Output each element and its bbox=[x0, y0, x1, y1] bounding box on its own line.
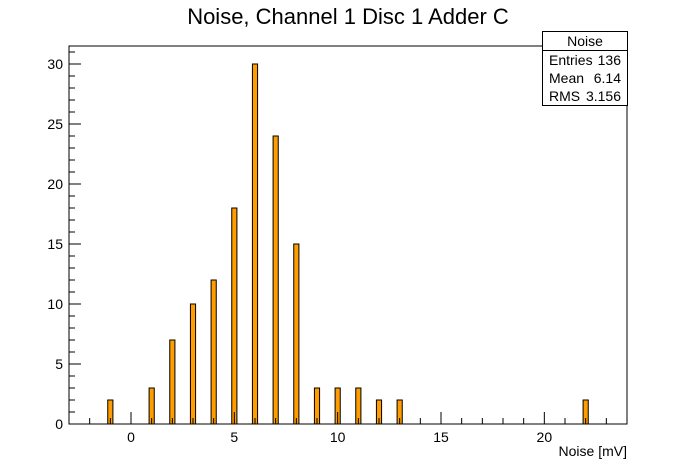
x-tick-label: 15 bbox=[433, 429, 449, 445]
stats-row-entries: Entries 136 bbox=[543, 51, 627, 69]
x-tick-label: 10 bbox=[330, 429, 346, 445]
chart-title: Noise, Channel 1 Disc 1 Adder C bbox=[187, 4, 509, 29]
x-axis: 0 5 10 15 20 bbox=[68, 412, 628, 445]
y-tick-label: 25 bbox=[47, 116, 63, 132]
histogram-bar bbox=[231, 207, 238, 425]
y-tick-label: 0 bbox=[55, 416, 63, 432]
x-axis-label: Noise [mV] bbox=[559, 443, 627, 459]
histogram-bar bbox=[189, 303, 197, 425]
y-tick-label: 15 bbox=[47, 236, 63, 252]
stats-box-title: Noise bbox=[543, 32, 627, 51]
stats-value: 136 bbox=[597, 52, 621, 68]
stats-box: Noise Entries 136 Mean 6.14 RMS 3.156 bbox=[542, 31, 628, 106]
histogram-bar bbox=[272, 135, 279, 425]
histogram-bar bbox=[169, 339, 176, 425]
stats-value: 6.14 bbox=[593, 70, 621, 86]
y-tick-label: 5 bbox=[55, 356, 63, 372]
stats-row-mean: Mean 6.14 bbox=[543, 69, 627, 87]
histogram-bar bbox=[293, 243, 300, 425]
stats-label: Mean bbox=[549, 70, 585, 86]
x-tick-label: 0 bbox=[127, 429, 135, 445]
y-tick-label: 30 bbox=[47, 56, 63, 72]
stats-value: 3.156 bbox=[585, 88, 621, 104]
y-axis: 0 5 10 15 20 25 30 bbox=[47, 51, 81, 432]
histogram-bar bbox=[251, 63, 259, 425]
stats-row-rms: RMS 3.156 bbox=[543, 87, 627, 105]
plot-frame bbox=[68, 45, 628, 425]
x-tick-label: 20 bbox=[537, 429, 553, 445]
x-tick-label: 5 bbox=[230, 429, 238, 445]
y-tick-label: 20 bbox=[47, 176, 63, 192]
histogram-bars bbox=[107, 63, 589, 425]
y-tick-label: 10 bbox=[47, 296, 63, 312]
stats-label: RMS bbox=[549, 88, 581, 104]
histogram-bar bbox=[210, 279, 217, 425]
stats-label: Entries bbox=[549, 52, 593, 68]
